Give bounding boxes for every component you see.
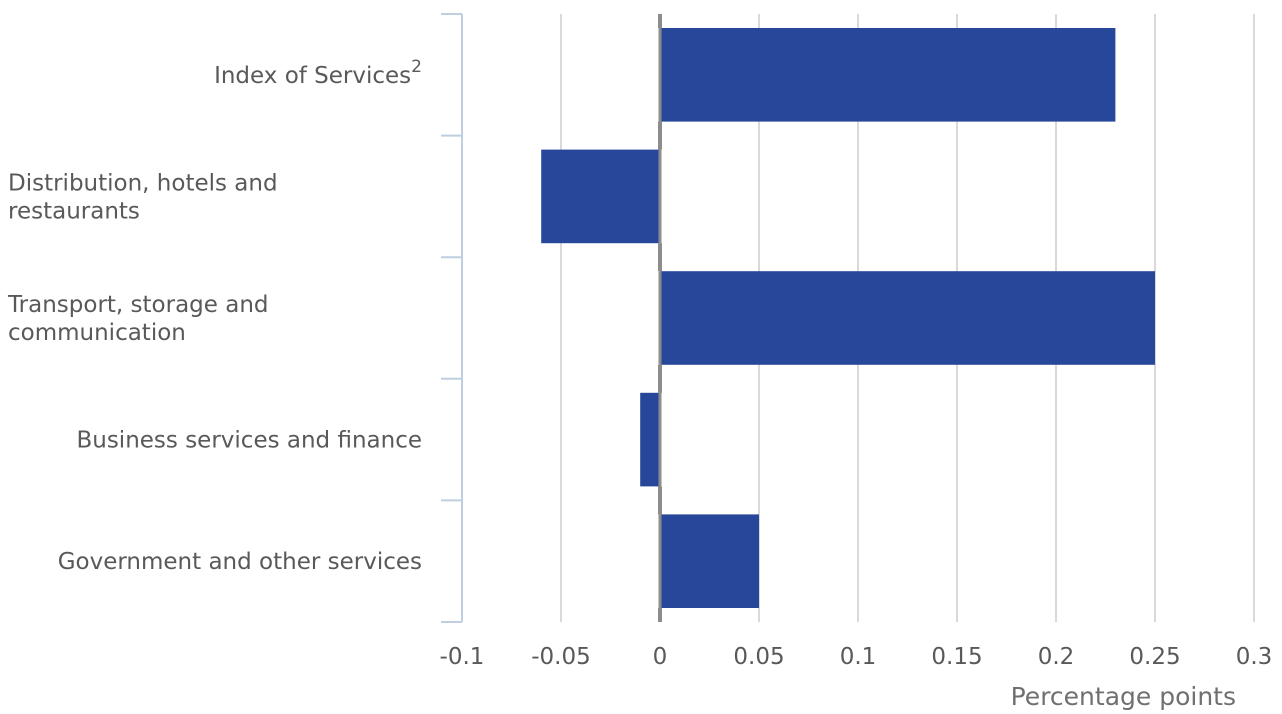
bar [541,149,660,244]
x-tick-label: 0.1 [840,644,877,670]
bars [541,28,1155,608]
x-tick-labels: -0.1 -0.05 0 0.05 0.1 0.15 0.2 0.25 0.3 [440,644,1273,670]
category-label-line: Business services and finance [76,428,422,454]
x-tick-label: 0.25 [1129,644,1180,670]
category-axis [441,13,463,623]
category-label: Index of Services2 [214,57,422,89]
bar [660,271,1155,365]
category-label-line: Transport, storage and [7,292,269,318]
category-label-superscript: 2 [411,57,422,77]
x-tick-label: 0.05 [733,644,784,670]
category-label-line: communication [8,320,186,346]
bar [660,28,1116,122]
x-tick-label: 0.2 [1038,644,1075,670]
bar [660,514,759,608]
x-tick-label: -0.1 [440,644,485,670]
category-label-line: restaurants [8,198,140,224]
category-label-line: Government and other services [58,549,422,575]
category-label: Business services and finance [76,428,422,454]
category-label: Distribution, hotels and restaurants [8,170,278,224]
x-tick-label: 0.15 [931,644,982,670]
x-tick-label: 0.3 [1236,644,1273,670]
category-label: Transport, storage and communication [7,292,269,346]
category-labels: Index of Services2 Distribution, hotels a… [7,57,422,575]
category-label-line: Distribution, hotels and [8,170,278,196]
x-tick-label: 0 [653,644,668,670]
category-label: Government and other services [58,549,422,575]
category-label-line: Index of Services [214,63,411,89]
x-tick-label: -0.05 [531,644,591,670]
bar [640,392,660,487]
x-axis-title: Percentage points [1011,682,1236,711]
